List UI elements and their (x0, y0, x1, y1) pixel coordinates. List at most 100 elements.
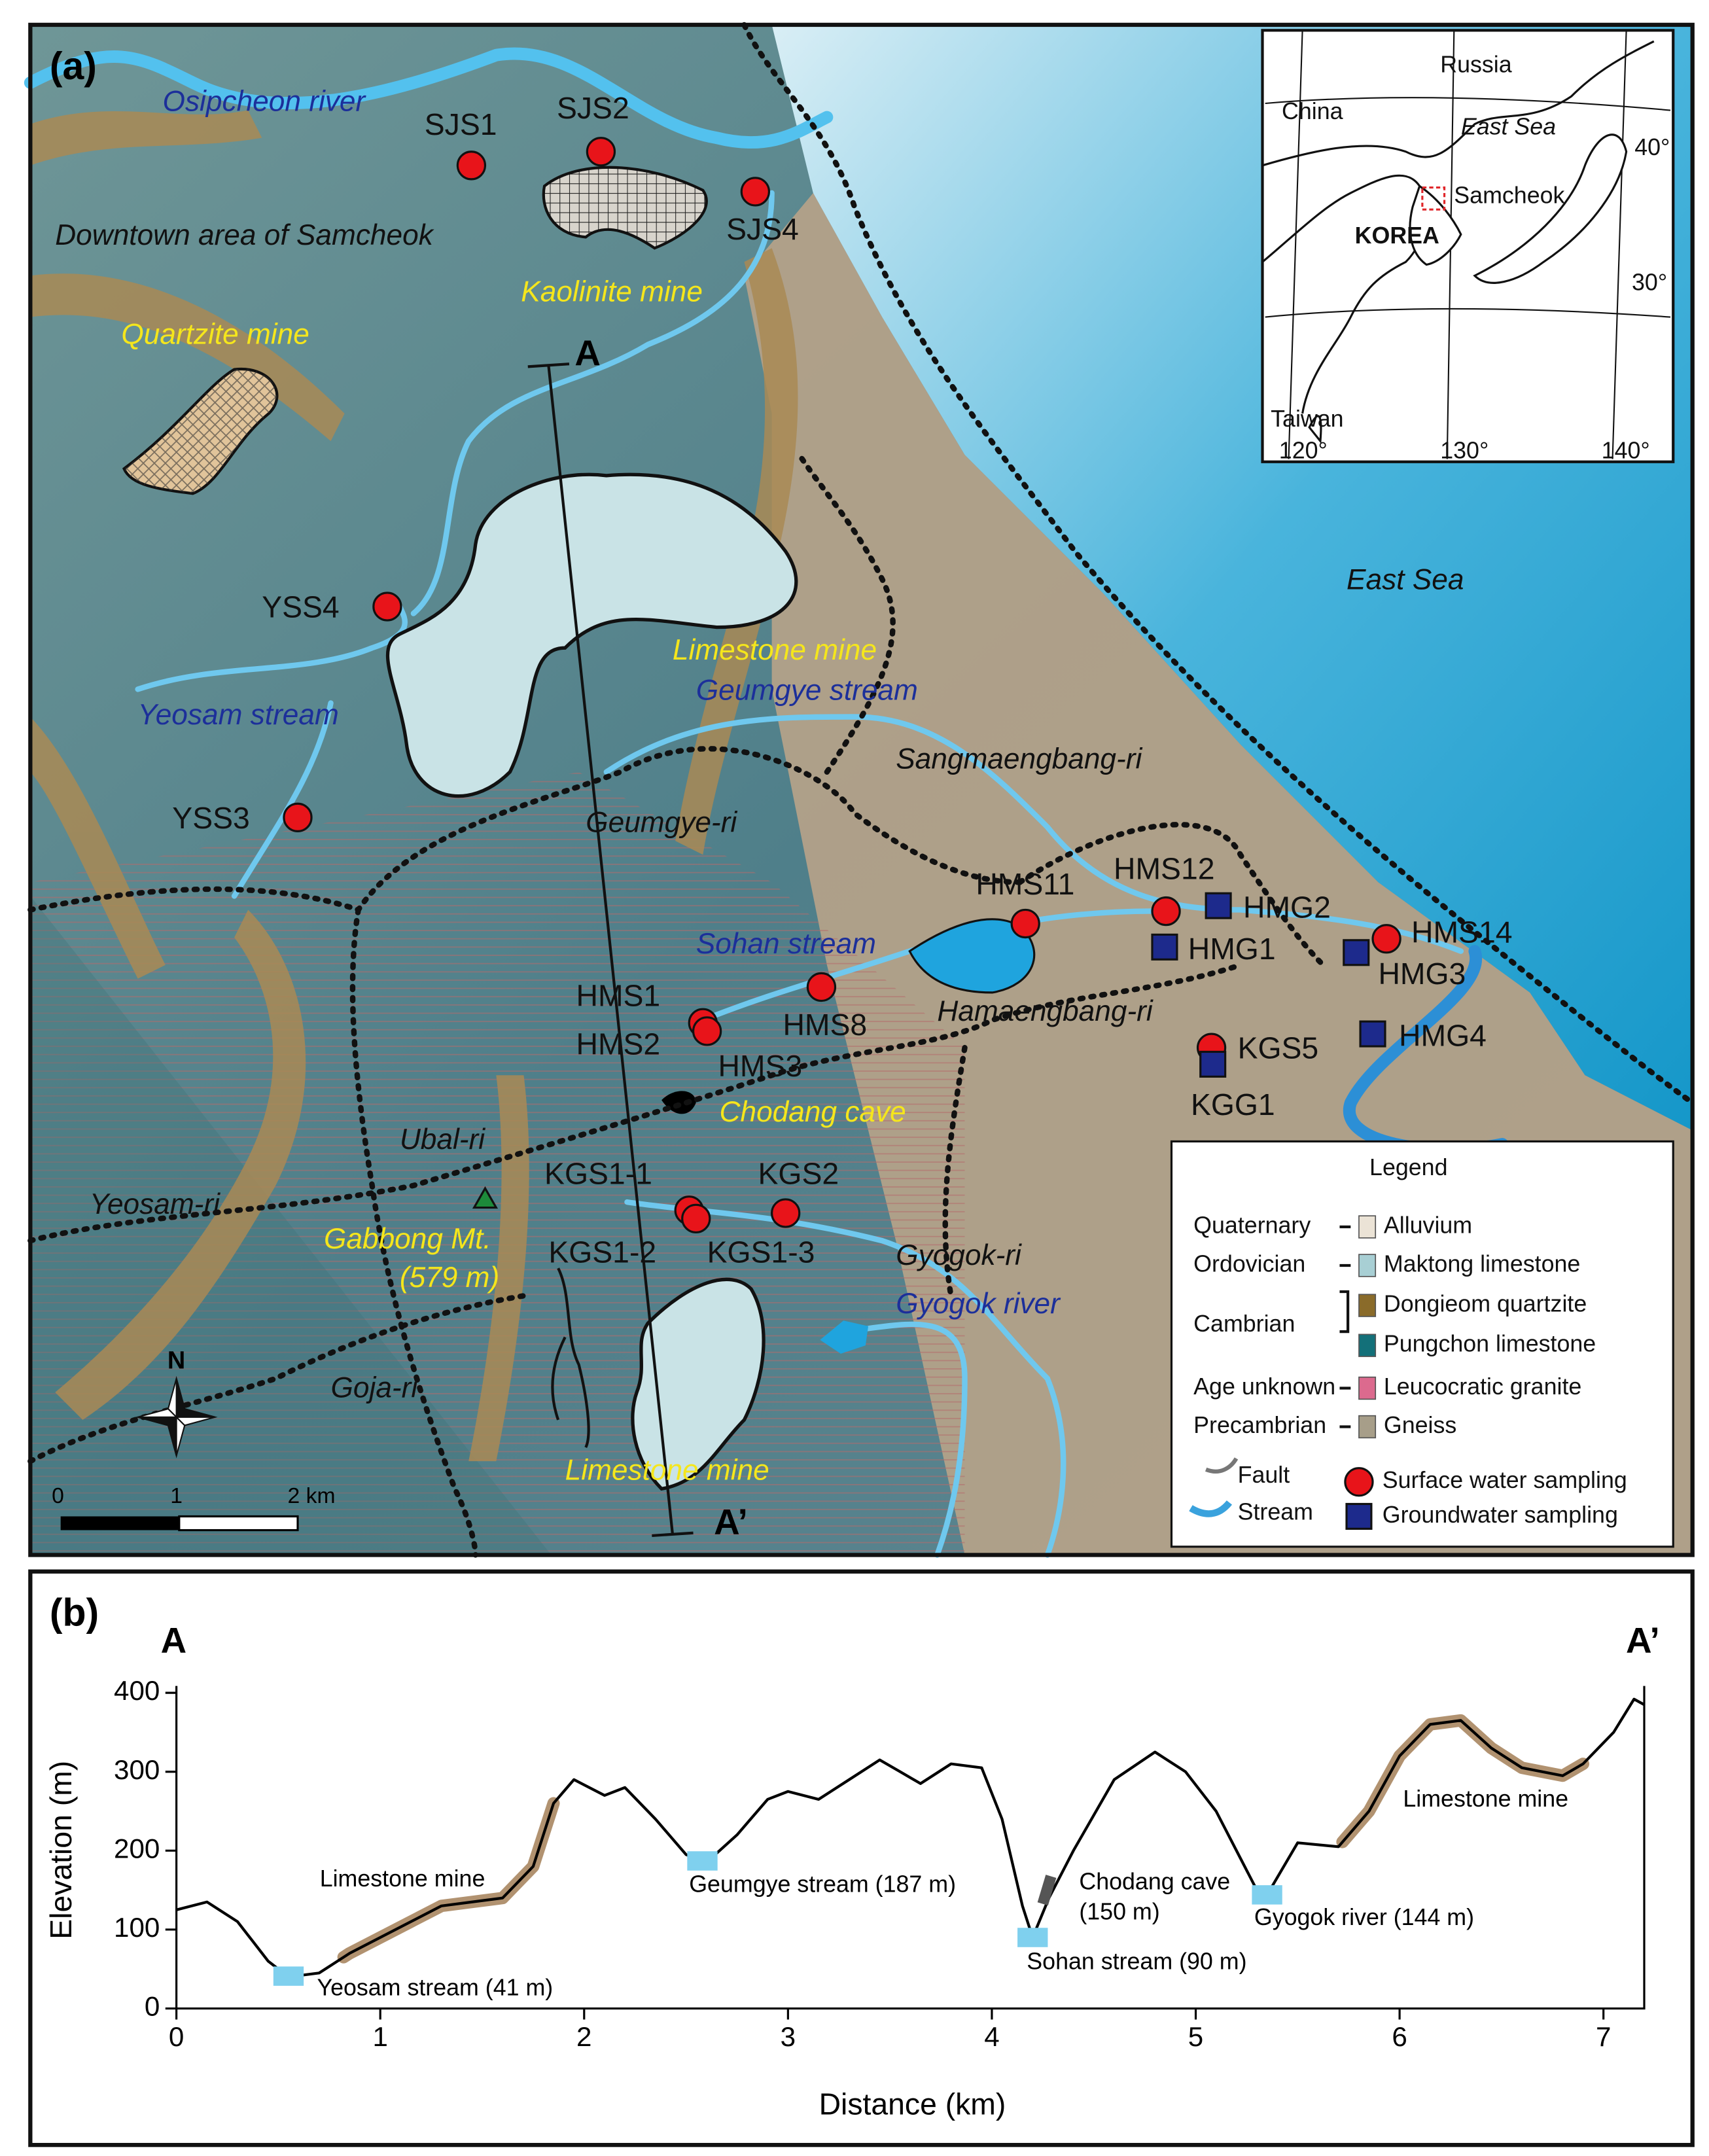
inset-lon-label: 130° (1440, 437, 1489, 463)
mine-outline (551, 1267, 590, 1449)
inset-label: China (1282, 98, 1343, 124)
place-label: Yeosam stream (138, 699, 339, 731)
y-tick-label: 100 (114, 1912, 160, 1943)
sample-label: SJS1 (425, 107, 497, 141)
stream-label: Geumgye stream (187 m) (689, 1871, 956, 1898)
place-label: Gyogok river (896, 1288, 1061, 1320)
sample-label: HMS1 (576, 979, 660, 1013)
stream-marker (1252, 1885, 1282, 1905)
place-label: Goja-ri (331, 1371, 419, 1404)
x-tick-label: 6 (1392, 2021, 1407, 2052)
x-tick-label: 3 (781, 2021, 796, 2052)
x-tick-label: 2 (576, 2021, 591, 2052)
section-end-label: A’ (1626, 1620, 1660, 1661)
x-tick-label: 1 (372, 2021, 387, 2052)
inset-label: Russia (1440, 52, 1512, 78)
sample-label: YSS4 (262, 590, 339, 624)
legend-era: Age unknown (1193, 1373, 1335, 1400)
sample-label: HMS14 (1411, 915, 1512, 949)
sample-label: HMS3 (718, 1049, 802, 1083)
legend-swatch (1358, 1215, 1377, 1239)
mine-label: Limestone mine (320, 1865, 485, 1892)
north-arrow (135, 1375, 218, 1458)
legend-title: Legend (1369, 1154, 1447, 1180)
quartzite-bands (30, 110, 798, 1462)
groundwater-point (1359, 1020, 1386, 1048)
reservoir (908, 918, 1036, 994)
place-label: (579 m) (400, 1262, 499, 1294)
surface-water-point (456, 150, 487, 181)
legend-unit: Pungchon limestone (1384, 1331, 1596, 1357)
surface-water-point (372, 592, 402, 622)
sample-label: HMG4 (1399, 1019, 1487, 1053)
scale-label: 0 (52, 1483, 64, 1508)
inset-lon-label: 120° (1279, 437, 1328, 463)
cave-marker (1037, 1875, 1057, 1906)
section-end-label: A (574, 332, 601, 373)
surface-water-point (740, 177, 770, 207)
map-panel: (a) A A’ 0 1 2 km N (24, 22, 1695, 1558)
streams (24, 47, 1509, 1558)
panel-label: (a) (50, 45, 97, 88)
inset-lat-label: 40° (1634, 134, 1670, 160)
sample-label: KGG1 (1191, 1087, 1275, 1122)
section-end-tick (527, 362, 570, 368)
sample-label: HMG1 (1188, 932, 1276, 966)
sample-label: KGS1-3 (707, 1235, 815, 1269)
place-label: Quartzite mine (121, 319, 309, 351)
legend-unit: Alluvium (1384, 1212, 1472, 1238)
elevation-profile (176, 1697, 1646, 1979)
sample-label: HMS2 (576, 1027, 660, 1061)
limestone-mine-north (385, 472, 798, 798)
place-label: Osipcheon river (163, 86, 367, 118)
place-label: Gyogok-ri (896, 1239, 1022, 1271)
scale-label: 1 (170, 1483, 183, 1508)
inset-lat-label: 30° (1632, 269, 1667, 295)
legend-symbol-label: Stream (1238, 1499, 1313, 1525)
place-label: Geumgye stream (696, 674, 918, 706)
y-tick-label: 300 (114, 1754, 160, 1785)
surface-water-point (681, 1203, 711, 1234)
place-label: Sohan stream (696, 928, 876, 960)
place-label: East Sea (1347, 564, 1464, 596)
legend-swatch (1358, 1334, 1377, 1357)
legend (1170, 1140, 1674, 1548)
section-line (547, 365, 675, 1535)
stream-marker (273, 1966, 304, 1986)
legend-era: Quaternary (1193, 1212, 1311, 1238)
groundwater-point (1343, 939, 1370, 966)
stream-label: Yeosam stream (41 m) (317, 1975, 553, 2001)
place-label: Yeosam-ri (90, 1188, 220, 1220)
inset-label: Taiwan (1271, 406, 1343, 432)
stream-label: Gyogok river (144 m) (1254, 1904, 1474, 1930)
surface-water-point (1010, 908, 1040, 939)
place-label: Hamaengbang-ri (937, 995, 1154, 1027)
section-end-tick (652, 1531, 694, 1538)
limestone-mine-south (631, 1277, 766, 1491)
scale-label: 2 km (288, 1483, 336, 1508)
legend-era: Ordovician (1193, 1250, 1305, 1277)
surface-water-point (806, 972, 837, 1002)
sample-label: SJS2 (557, 91, 629, 125)
axis-spine (175, 1686, 1646, 2010)
map-frame (28, 22, 1695, 1557)
x-tick-label: 5 (1188, 2021, 1203, 2052)
cave-label: Chodang cave (1079, 1868, 1230, 1894)
groundwater-point (1151, 933, 1178, 961)
stream-label: Sohan stream (90 m) (1027, 1949, 1246, 1975)
legend-unit: Dongieom quartzite (1384, 1291, 1587, 1317)
sample-label: YSS3 (172, 801, 249, 835)
legend-swatch (1358, 1376, 1377, 1400)
legend-era: Precambrian (1193, 1412, 1326, 1438)
legend-swatch (1358, 1254, 1377, 1277)
sample-label: HMG2 (1243, 891, 1331, 925)
surface-water-point (283, 802, 313, 832)
sample-label: HMG3 (1378, 957, 1466, 991)
sample-label: SJS4 (726, 212, 799, 246)
stream-marker (1017, 1928, 1048, 1947)
sample-label: HMS11 (976, 867, 1074, 901)
x-tick-label: 7 (1596, 2021, 1611, 2052)
sample-label: KGS2 (758, 1156, 839, 1190)
